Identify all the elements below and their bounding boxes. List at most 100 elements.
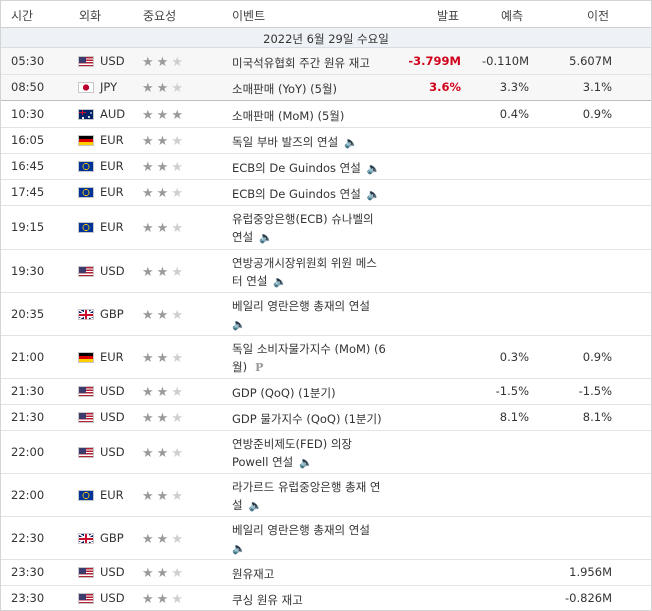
table-row[interactable]: 16:05 EUR ★★★ 독일 부바 발즈의 연설 🔈 bbox=[1, 128, 651, 154]
event-name-line1: 쿠싱 원유 재고 bbox=[232, 593, 303, 607]
event-name[interactable]: 소매판매 (MoM) (5월) bbox=[232, 107, 406, 125]
star-icon: ★ bbox=[171, 108, 186, 123]
event-time: 17:45 bbox=[11, 185, 45, 199]
star-icon: ★ bbox=[171, 134, 186, 149]
table-row[interactable]: 21:00 EUR ★★★ 독일 소비자물가지수 (MoM) (6 월) P 0.3% 0.9… bbox=[1, 336, 651, 379]
speaker-icon[interactable]: 🔈 bbox=[273, 275, 288, 288]
star-icon: ★ bbox=[156, 134, 172, 149]
event-name[interactable]: ECB의 De Guindos 연설 🔈 bbox=[232, 185, 406, 204]
header-event: 이벤트 bbox=[232, 9, 266, 23]
importance-stars: ★★★ bbox=[142, 386, 186, 399]
speaker-icon[interactable]: 🔈 bbox=[366, 162, 381, 175]
table-row[interactable]: 10:30 AUD ★★★ 소매판매 (MoM) (5월) 0.4% 0.9% bbox=[1, 101, 651, 128]
table-row[interactable]: 22:00 EUR ★★★ 라가르드 유럽중앙은행 총재 연 설 🔈 bbox=[1, 474, 651, 517]
star-icon: ★ bbox=[171, 532, 186, 547]
event-name[interactable]: 원유재고 bbox=[232, 565, 406, 583]
event-time: 22:30 bbox=[11, 531, 45, 545]
event-name[interactable]: 쿠싱 원유 재고 bbox=[232, 591, 406, 609]
star-icon: ★ bbox=[171, 186, 186, 201]
speaker-icon[interactable]: 🔈 bbox=[232, 318, 246, 331]
event-name[interactable]: 유럽중앙은행(ECB) 슈나벨의 연설 🔈 bbox=[232, 210, 406, 247]
event-name[interactable]: GDP 물가지수 (QoQ) (1분기) bbox=[232, 410, 406, 428]
event-name[interactable]: ECB의 De Guindos 연설 🔈 bbox=[232, 159, 406, 178]
star-icon: ★ bbox=[171, 489, 186, 504]
previous-value: 1.956M bbox=[569, 565, 612, 579]
event-name-line1: 소매판매 (YoY) (5월) bbox=[232, 82, 338, 96]
importance-stars: ★★★ bbox=[142, 533, 186, 546]
us-flag-icon bbox=[78, 567, 94, 578]
table-row[interactable]: 23:30 USD ★★★ 쿠싱 원유 재고 -0.826M bbox=[1, 586, 651, 611]
event-name[interactable]: 미국석유협회 주간 원유 재고 bbox=[232, 54, 406, 72]
event-name[interactable]: 연방준비제도(FED) 의장 Powell 연설 🔈 bbox=[232, 435, 406, 472]
event-currency: EUR bbox=[100, 350, 124, 364]
eu-flag-icon bbox=[78, 490, 94, 501]
importance-stars: ★★★ bbox=[142, 490, 186, 503]
star-icon: ★ bbox=[156, 55, 172, 70]
table-row[interactable]: 05:30 USD ★★★ 미국석유협회 주간 원유 재고 -3.799M -0.110M… bbox=[1, 48, 651, 75]
importance-stars: ★★★ bbox=[142, 266, 186, 279]
event-name[interactable]: 연방공개시장위원회 위원 메스 터 연설 🔈 bbox=[232, 254, 406, 291]
table-row[interactable]: 20:35 GBP ★★★ 베일리 영란은행 총재의 연설 🔈 bbox=[1, 293, 651, 336]
star-icon: ★ bbox=[171, 411, 186, 426]
previous-value: 5.607M bbox=[569, 54, 612, 68]
event-name[interactable]: 소매판매 (YoY) (5월) bbox=[232, 80, 406, 98]
p-icon: P bbox=[255, 361, 264, 374]
table-row[interactable]: 23:30 USD ★★★ 원유재고 1.956M bbox=[1, 560, 651, 586]
speaker-icon[interactable]: 🔈 bbox=[366, 188, 381, 201]
star-icon: ★ bbox=[142, 81, 157, 96]
forecast-value: 3.3% bbox=[499, 80, 529, 94]
importance-stars: ★★★ bbox=[142, 447, 186, 460]
event-name[interactable]: 베일리 영란은행 총재의 연설 🔈 bbox=[232, 297, 406, 334]
table-row[interactable]: 21:30 USD ★★★ GDP (QoQ) (1분기) -1.5% -1.5% bbox=[1, 379, 651, 405]
star-icon: ★ bbox=[156, 385, 172, 400]
previous-value: 0.9% bbox=[582, 350, 612, 364]
speaker-icon[interactable]: 🔈 bbox=[259, 231, 273, 244]
speaker-icon[interactable]: 🔈 bbox=[344, 136, 358, 149]
speaker-icon[interactable]: 🔈 bbox=[299, 456, 313, 469]
event-name-line1: 라가르드 유럽중앙은행 총재 연 bbox=[232, 480, 381, 494]
event-time: 21:00 bbox=[11, 350, 45, 364]
star-icon: ★ bbox=[142, 55, 157, 70]
star-icon: ★ bbox=[156, 532, 172, 547]
event-name-line1: 유럽중앙은행(ECB) 슈나벨의 bbox=[232, 212, 374, 226]
event-time: 16:45 bbox=[11, 159, 45, 173]
speaker-icon[interactable]: 🔈 bbox=[232, 542, 246, 555]
event-currency: USD bbox=[100, 264, 125, 278]
forecast-value: 0.3% bbox=[499, 350, 529, 364]
star-icon: ★ bbox=[156, 489, 172, 504]
star-icon: ★ bbox=[156, 566, 172, 581]
event-name[interactable]: 라가르드 유럽중앙은행 총재 연 설 🔈 bbox=[232, 478, 406, 515]
table-row[interactable]: 16:45 EUR ★★★ ECB의 De Guindos 연설 🔈 bbox=[1, 154, 651, 180]
event-currency: JPY bbox=[100, 80, 118, 94]
star-icon: ★ bbox=[171, 385, 186, 400]
event-name[interactable]: GDP (QoQ) (1분기) bbox=[232, 384, 406, 402]
table-row[interactable]: 22:00 USD ★★★ 연방준비제도(FED) 의장 Powell 연설 🔈 bbox=[1, 431, 651, 474]
event-name[interactable]: 독일 부바 발즈의 연설 🔈 bbox=[232, 133, 406, 152]
importance-stars: ★★★ bbox=[142, 352, 186, 365]
event-currency: GBP bbox=[100, 307, 124, 321]
table-row[interactable]: 17:45 EUR ★★★ ECB의 De Guindos 연설 🔈 bbox=[1, 180, 651, 206]
header-forecast: 예측 bbox=[501, 9, 524, 23]
importance-stars: ★★★ bbox=[142, 109, 186, 122]
event-name[interactable]: 독일 소비자물가지수 (MoM) (6 월) P bbox=[232, 340, 406, 377]
forecast-value: -0.110M bbox=[482, 54, 529, 68]
event-name[interactable]: 베일리 영란은행 총재의 연설 🔈 bbox=[232, 521, 406, 558]
table-row[interactable]: 22:30 GBP ★★★ 베일리 영란은행 총재의 연설 🔈 bbox=[1, 517, 651, 560]
event-name-line1: 미국석유협회 주간 원유 재고 bbox=[232, 56, 370, 70]
table-header: 시간 외화 중요성 이벤트 발표 예측 이전 bbox=[1, 1, 651, 28]
star-icon: ★ bbox=[142, 186, 157, 201]
table-row[interactable]: 08:50 JPY ★★★ 소매판매 (YoY) (5월) 3.6% 3.3% 3.1% bbox=[1, 75, 651, 101]
eu-flag-icon bbox=[78, 187, 94, 198]
table-row[interactable]: 19:15 EUR ★★★ 유럽중앙은행(ECB) 슈나벨의 연설 🔈 bbox=[1, 206, 651, 250]
header-actual: 발표 bbox=[437, 9, 460, 23]
star-icon: ★ bbox=[171, 221, 186, 236]
star-icon: ★ bbox=[171, 265, 186, 280]
table-row[interactable]: 19:30 USD ★★★ 연방공개시장위원회 위원 메스 터 연설 🔈 bbox=[1, 250, 651, 293]
table-row[interactable]: 21:30 USD ★★★ GDP 물가지수 (QoQ) (1분기) 8.1% 8.1% bbox=[1, 405, 651, 431]
star-icon: ★ bbox=[156, 160, 172, 175]
event-name-line1: ECB의 De Guindos 연설 bbox=[232, 161, 361, 175]
forecast-value: 0.4% bbox=[499, 107, 529, 121]
speaker-icon[interactable]: 🔈 bbox=[248, 499, 263, 512]
star-icon: ★ bbox=[171, 566, 186, 581]
event-currency: EUR bbox=[100, 488, 124, 502]
